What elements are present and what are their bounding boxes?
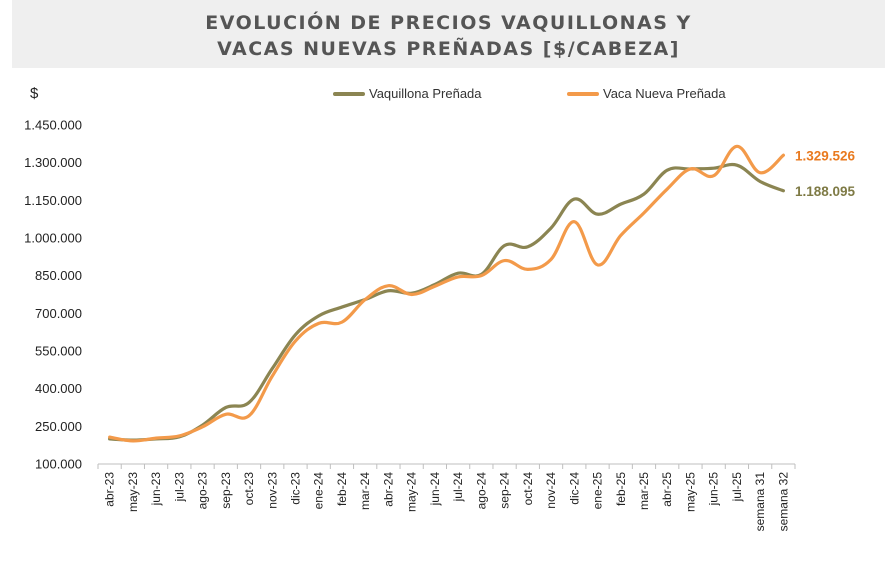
x-tick-label: ago-23 [196, 472, 210, 510]
y-axis-unit-label: $ [30, 85, 39, 102]
end-label-vaquillona: 1.188.095 [795, 184, 856, 199]
legend-item-vaquillona: Vaquillona Preñada [333, 86, 482, 101]
x-tick-label: jun-24 [428, 472, 442, 507]
x-tick-label: jul-23 [172, 472, 186, 503]
y-tick-label: 1.000.000 [24, 231, 82, 246]
x-tick-label: feb-24 [335, 472, 349, 506]
y-tick-label: 550.000 [35, 344, 82, 359]
legend-swatch-vaca [567, 91, 599, 96]
x-tick-label: oct-24 [521, 472, 535, 506]
x-tick-label: abr-25 [660, 472, 674, 507]
x-tick-label: ene-24 [312, 472, 326, 510]
y-tick-label: 400.000 [35, 381, 82, 396]
x-tick-label: dic-24 [567, 472, 581, 505]
y-tick-label: 1.450.000 [24, 118, 82, 133]
legend-item-vaca: Vaca Nueva Preñada [567, 86, 726, 101]
x-tick-label: nov-24 [544, 472, 558, 509]
series-lines [108, 144, 785, 443]
y-tick-label: 1.150.000 [24, 193, 82, 208]
title-band [12, 0, 885, 68]
x-tick-label: mar-25 [637, 472, 651, 510]
y-tick-label: 700.000 [35, 306, 82, 321]
x-tick-label: semana 32 [776, 472, 790, 532]
legend-swatch-vaquillona [333, 91, 365, 96]
y-tick-label: 100.000 [35, 457, 82, 472]
x-tick-label: oct-23 [242, 472, 256, 506]
x-tick-label: may-25 [683, 472, 697, 512]
series-line-vaca [108, 144, 785, 443]
x-tick-label: may-23 [126, 472, 140, 512]
x-tick-label: jul-24 [451, 472, 465, 503]
chart-title-line-2: VACAS NUEVAS PREÑADAS [$/CABEZA] [217, 38, 680, 60]
x-tick-label: ago-24 [474, 472, 488, 510]
x-tick-label: jun-25 [707, 472, 721, 507]
end-label-vaca: 1.329.526 [795, 148, 856, 163]
x-tick-label: nov-23 [265, 472, 279, 509]
x-tick-label: abr-24 [381, 472, 395, 507]
x-tick-label: jun-23 [149, 472, 163, 507]
x-tick-label: semana 31 [753, 472, 767, 532]
x-tick-label: sep-24 [498, 472, 512, 509]
y-tick-label: 250.000 [35, 419, 82, 434]
end-labels: 1.188.095 1.329.526 [795, 148, 856, 199]
x-tick-label: jul-25 [730, 472, 744, 503]
x-tick-label: abr-23 [103, 472, 117, 507]
y-tick-labels: 100.000 250.000 400.000 550.000 700.000 850.0… [24, 118, 82, 472]
x-tick-labels: abr-23 may-23 jun-23 jul-23 ago-23 sep-23 oct-… [103, 472, 791, 532]
axes [97, 463, 796, 469]
x-tick-label: feb-25 [614, 472, 628, 506]
x-tick-label: dic-23 [288, 472, 302, 505]
x-tick-label: mar-24 [358, 472, 372, 510]
y-tick-label: 850.000 [35, 268, 82, 283]
x-tick-label: ene-25 [591, 472, 605, 510]
x-tick-label: may-24 [405, 472, 419, 512]
legend-label-vaquillona: Vaquillona Preñada [369, 86, 482, 101]
x-tick-label: sep-23 [219, 472, 233, 509]
y-tick-label: 1.300.000 [24, 155, 82, 170]
legend-label-vaca: Vaca Nueva Preñada [603, 86, 726, 101]
chart-title-line-1: EVOLUCIÓN DE PRECIOS VAQUILLONAS Y [205, 12, 692, 34]
series-line-vaquillona [108, 162, 785, 442]
